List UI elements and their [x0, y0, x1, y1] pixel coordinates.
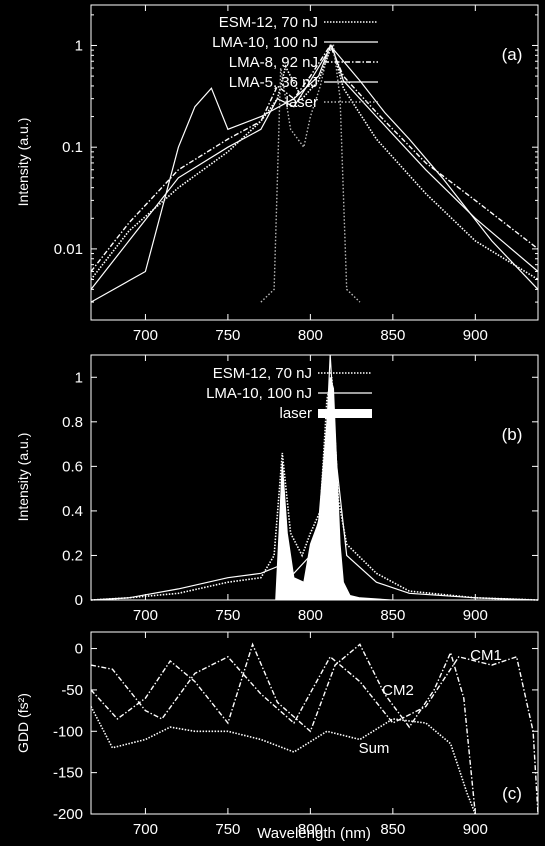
- series-cm2: [90, 642, 476, 815]
- panel-c-frame: [90, 631, 539, 815]
- panel-a-ticks: 700 750 800 850 900 0.01 0.1 1: [54, 5, 538, 344]
- x-tick-label: 700: [133, 821, 158, 838]
- x-tick-label: 750: [215, 327, 240, 344]
- x-tick-label: 750: [215, 607, 240, 624]
- panel-c-ylabel: GDD (fs²): [15, 693, 31, 753]
- x-tick-label: 850: [380, 821, 405, 838]
- panel-c: 700 750 800 850 900-200-150-100-500 (c) CM1 …: [15, 631, 539, 842]
- series-esm-12-70-nj: [90, 377, 539, 601]
- series-cm1: [90, 655, 539, 815]
- panel-b-legend: ESM-12, 70 nJ LMA-10, 100 nJ laser: [206, 365, 372, 422]
- series-laser: [255, 377, 393, 601]
- panel-c-marks: [90, 642, 539, 815]
- y-tick-label: -100: [53, 723, 83, 740]
- panel-b-marks: [90, 354, 539, 601]
- x-tick-label: 900: [463, 327, 488, 344]
- x-tick-label: 850: [380, 607, 405, 624]
- x-tick-label: 800: [298, 821, 323, 838]
- series-lma-8-92-nj: [90, 44, 539, 272]
- panel-a-marks: [90, 42, 539, 303]
- series-esm-12-70-nj: [90, 42, 539, 281]
- panel-a: 700 750 800 850 900 0.01 0.1 1 ESM-12, 70 nJ LMA…: [15, 4, 539, 344]
- panel-b-label: (b): [502, 425, 523, 444]
- legend-label: laser: [285, 94, 318, 111]
- series-sum: [90, 706, 477, 815]
- y-tick-label: 0.1: [62, 139, 83, 156]
- annotation-sum: Sum: [359, 740, 390, 757]
- x-tick-label: 900: [463, 607, 488, 624]
- legend-label: laser: [279, 405, 312, 422]
- y-tick-label: 1: [75, 37, 83, 54]
- y-tick-label: 0.01: [54, 241, 83, 258]
- legend-label: LMA-5, 36 nJ: [229, 74, 318, 91]
- series-laser: [260, 44, 361, 303]
- y-tick-label: 1: [75, 369, 83, 386]
- panel-a-label: (a): [502, 45, 523, 64]
- y-tick-label: -200: [53, 806, 83, 823]
- legend-label: LMA-10, 100 nJ: [206, 385, 312, 402]
- legend-swatch: [318, 409, 372, 418]
- x-tick-label: 700: [133, 327, 158, 344]
- legend-label: LMA-10, 100 nJ: [212, 34, 318, 51]
- x-tick-label: 700: [133, 607, 158, 624]
- panel-c-label: (c): [502, 784, 522, 803]
- x-tick-label: 800: [298, 607, 323, 624]
- series-lma-10-100-nj: [90, 44, 539, 290]
- annotation-cm1: CM1: [470, 647, 502, 664]
- y-tick-label: -50: [61, 682, 83, 699]
- y-tick-label: 0.4: [62, 503, 83, 520]
- x-tick-label: 850: [380, 327, 405, 344]
- y-tick-label: 0: [75, 592, 83, 609]
- panel-a-legend: ESM-12, 70 nJ LMA-10, 100 nJ LMA-8, 92 nJ L…: [212, 14, 378, 111]
- y-tick-label: 0.6: [62, 458, 83, 475]
- panel-b: 700 750 800 850 900 0 0.2 0.4 0.6 0.8 1 ESM-12, 70…: [15, 354, 539, 624]
- legend-label: LMA-8, 92 nJ: [229, 54, 318, 71]
- annotation-cm2: CM2: [382, 682, 414, 699]
- panel-a-ylabel: Intensity (a.u.): [15, 118, 31, 207]
- y-tick-label: 0.8: [62, 414, 83, 431]
- panel-b-ticks: 700 750 800 850 900 0 0.2 0.4 0.6 0.8 1: [62, 355, 538, 624]
- series-lma-5-36-nj: [90, 44, 539, 303]
- x-tick-label: 750: [215, 821, 240, 838]
- panel-b-ylabel: Intensity (a.u.): [15, 433, 31, 522]
- legend-label: ESM-12, 70 nJ: [219, 14, 318, 31]
- y-tick-label: 0.2: [62, 547, 83, 564]
- panel-c-ticks: 700 750 800 850 900 -200 -150 -100 -50 0: [53, 632, 538, 838]
- panel-c-xlabel: Wavelength (nm): [257, 825, 371, 842]
- x-tick-label: 800: [298, 327, 323, 344]
- y-tick-label: -150: [53, 765, 83, 782]
- legend-label: ESM-12, 70 nJ: [213, 365, 312, 382]
- y-tick-label: 0: [75, 641, 83, 658]
- x-tick-label: 900: [463, 821, 488, 838]
